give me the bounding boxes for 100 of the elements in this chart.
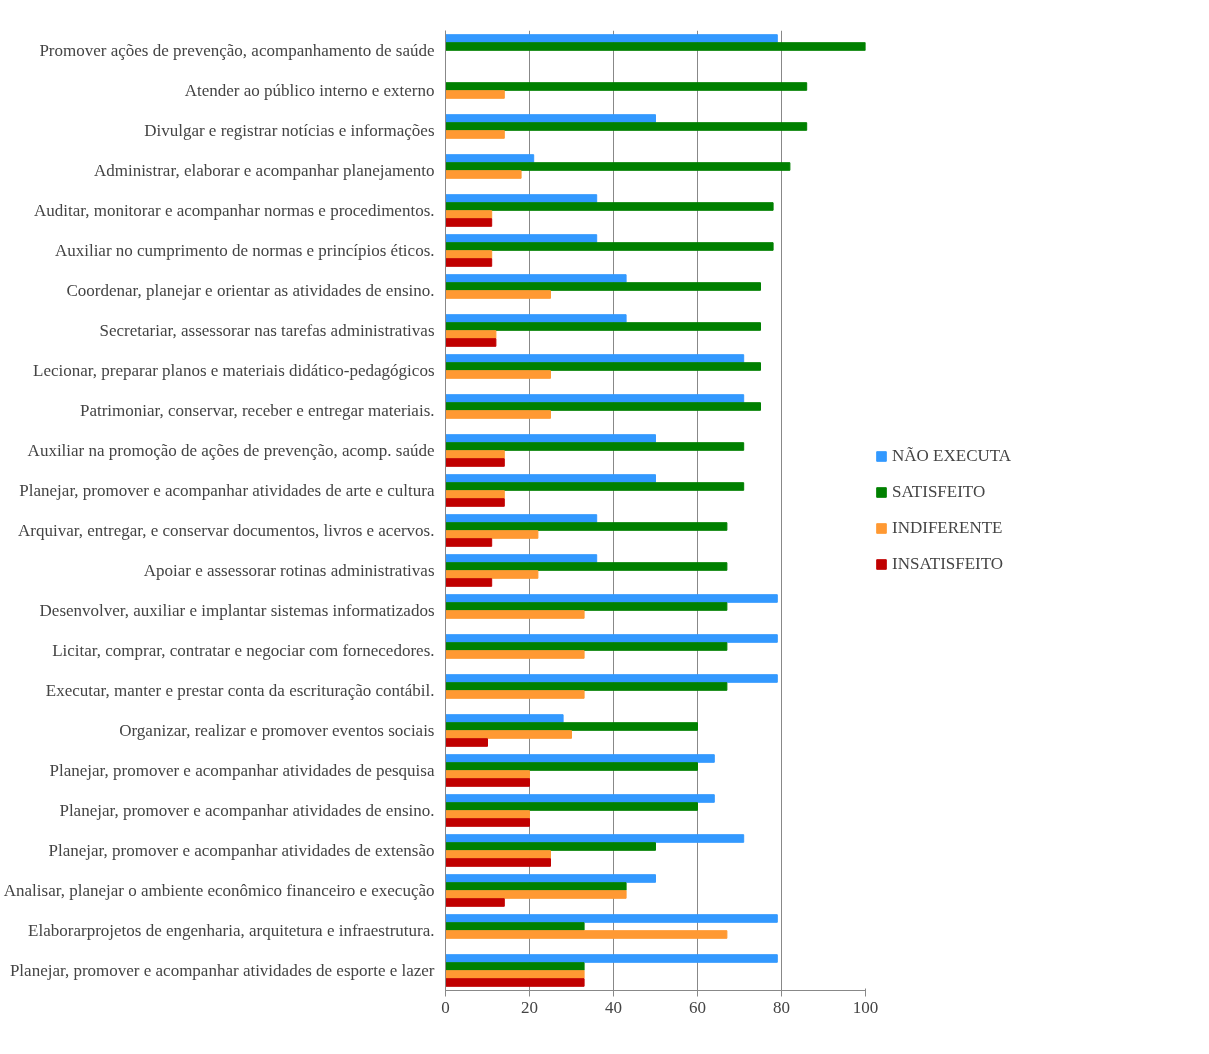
bar [445,794,715,803]
legend-label: SATISFEITO [892,482,986,502]
bar [445,34,778,43]
legend-label: INDIFERENTE [892,518,1003,538]
bar [445,810,530,819]
x-tick-label: 40 [605,997,622,1017]
bar [445,314,627,323]
bar [445,394,745,403]
y-tick-label: Atender ao público interno e externo [184,81,435,100]
y-tick-label: Planejar, promover e acompanhar atividades de arte e cultura [19,481,435,500]
y-tick-label: Divulgar e registrar notícias e informações [144,121,435,140]
bar [445,762,698,771]
bar [445,754,715,763]
bar [445,674,778,683]
bar [445,914,778,923]
bar [445,130,505,139]
bar [445,490,505,499]
bar [445,690,585,699]
bar [445,322,761,331]
bar [445,282,761,291]
y-tick-label: Planejar, promover e acompanhar atividades de ensino. [59,801,435,820]
bar [445,82,808,91]
bar [445,154,535,163]
y-tick-label: Planejar, promover e acompanhar atividades de extensão [48,841,435,860]
bar [445,210,493,219]
bar [445,594,778,603]
y-tick-label: Auditar, monitorar e acompanhar normas e procedimentos. [33,201,435,220]
y-tick-label: Coordenar, planejar e orientar as atividades de ensino. [66,281,435,300]
legend-label: NÃO EXECUTA [892,446,1012,466]
x-tick-label: 60 [689,997,706,1017]
y-tick-label: Desenvolver, auxiliar e implantar sistemas informatizados [39,601,435,620]
bar [445,730,572,739]
bar [445,954,778,963]
y-tick-label: Auxiliar no cumprimento de normas e princípios éticos. [54,241,435,260]
bar [445,274,627,283]
bar [445,514,598,523]
bar [445,850,551,859]
bar [445,578,493,587]
bar [445,882,627,891]
bar [445,722,698,731]
bar [445,202,774,211]
bar [445,922,585,931]
x-tick-label: 0 [441,997,450,1017]
bar [445,482,745,491]
bar [445,522,728,531]
bar [445,194,598,203]
y-tick-label: Administrar, elaborar e acompanhar planejamento [93,161,435,180]
y-tick-label: Patrimoniar, conservar, receber e entregar materiais. [79,401,435,420]
bar [445,602,728,611]
bar [445,474,656,483]
y-tick-label: Arquivar, entregar, e conservar documentos, livros e acervos. [18,521,435,540]
y-tick-label: Elaborarprojetos de engenharia, arquitetura e infraestrutura. [28,921,435,940]
bar [445,402,761,411]
bar [445,450,505,459]
bar [445,802,698,811]
bar [445,114,656,123]
bar [445,562,728,571]
y-tick-label: Auxiliar na promoção de ações de prevenção, acomp. saúde [27,441,435,460]
y-tick-label: Lecionar, preparar planos e materiais didático-pedagógicos [33,361,435,380]
bar [445,898,505,907]
y-tick-label: Planejar, promover e acompanhar atividades de pesquisa [49,761,435,780]
x-tick-label: 80 [773,997,790,1017]
bar [445,650,585,659]
bar [445,642,728,651]
legend-label: INSATISFEITO [892,554,1004,574]
bar [445,818,530,827]
bar [445,858,551,867]
bar [445,682,728,691]
y-tick-label: Secretariar, assessorar nas tarefas administrativas [99,321,435,340]
bar [445,738,488,747]
bar [445,90,505,99]
bar [445,434,656,443]
bar [445,290,551,299]
bar [445,834,745,843]
bar [445,890,627,899]
bar [445,530,539,539]
bar [445,162,791,171]
bar [445,930,728,939]
bar [445,442,745,451]
bar [445,370,551,379]
bar [445,218,493,227]
bar [445,842,656,851]
bar [445,570,539,579]
bar [445,250,493,259]
bar [445,770,530,779]
bar [445,970,585,979]
x-tick-label: 20 [521,997,538,1017]
bar [445,122,808,131]
bar [445,498,505,507]
bar [445,354,745,363]
bar [445,778,530,787]
bar [445,362,761,371]
bar [445,610,585,619]
bar [445,538,493,547]
y-tick-label: Promover ações de prevenção, acompanhamento de saúde [39,41,435,60]
bar [445,634,778,643]
bar [445,330,497,339]
y-tick-label: Apoiar e assessorar rotinas administrativas [143,561,435,580]
bar [445,410,551,419]
bar [445,978,585,987]
